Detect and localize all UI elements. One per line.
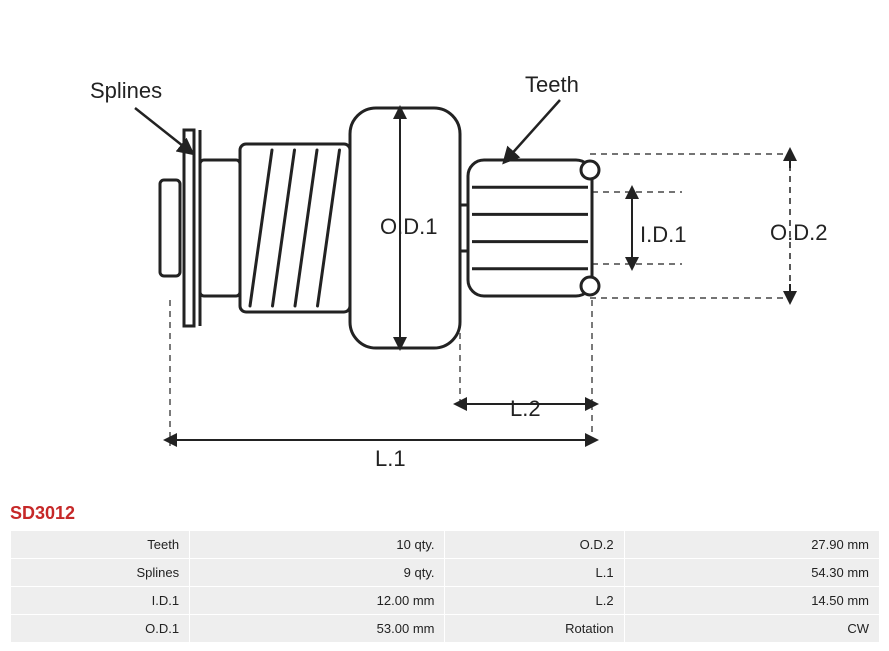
spec-val: CW (625, 615, 879, 642)
spec-key: I.D.1 (11, 587, 189, 614)
spec-key: Teeth (11, 531, 189, 558)
spec-table: Teeth10 qty.O.D.227.90 mmSplines9 qty.L.… (10, 530, 880, 643)
table-row: Splines9 qty.L.154.30 mm (11, 559, 879, 586)
spec-val: 9 qty. (190, 559, 444, 586)
spec-val: 53.00 mm (190, 615, 444, 642)
label-l2: L.2 (510, 396, 541, 422)
spec-val: 10 qty. (190, 531, 444, 558)
spec-key: O.D.2 (445, 531, 623, 558)
table-row: O.D.153.00 mmRotationCW (11, 615, 879, 642)
label-od2: O.D.2 (770, 220, 827, 246)
page-wrap: Splines Teeth O.D.1 O.D.2 I.D.1 L.1 L.2 … (0, 0, 889, 643)
spec-key: O.D.1 (11, 615, 189, 642)
spec-val: 54.30 mm (625, 559, 879, 586)
label-od1: O.D.1 (380, 214, 437, 240)
label-id1: I.D.1 (640, 222, 686, 248)
spec-key: Rotation (445, 615, 623, 642)
spec-val: 27.90 mm (625, 531, 879, 558)
spec-key: Splines (11, 559, 189, 586)
table-row: I.D.112.00 mmL.214.50 mm (11, 587, 879, 614)
spec-key: L.2 (445, 587, 623, 614)
table-row: Teeth10 qty.O.D.227.90 mm (11, 531, 879, 558)
spec-val: 12.00 mm (190, 587, 444, 614)
label-l1: L.1 (375, 446, 406, 472)
label-teeth: Teeth (525, 72, 579, 98)
diagram-area: Splines Teeth O.D.1 O.D.2 I.D.1 L.1 L.2 (0, 0, 889, 495)
part-code: SD3012 (0, 495, 889, 530)
spec-val: 14.50 mm (625, 587, 879, 614)
label-splines: Splines (90, 78, 162, 104)
spec-key: L.1 (445, 559, 623, 586)
diagram-svg (0, 0, 889, 495)
